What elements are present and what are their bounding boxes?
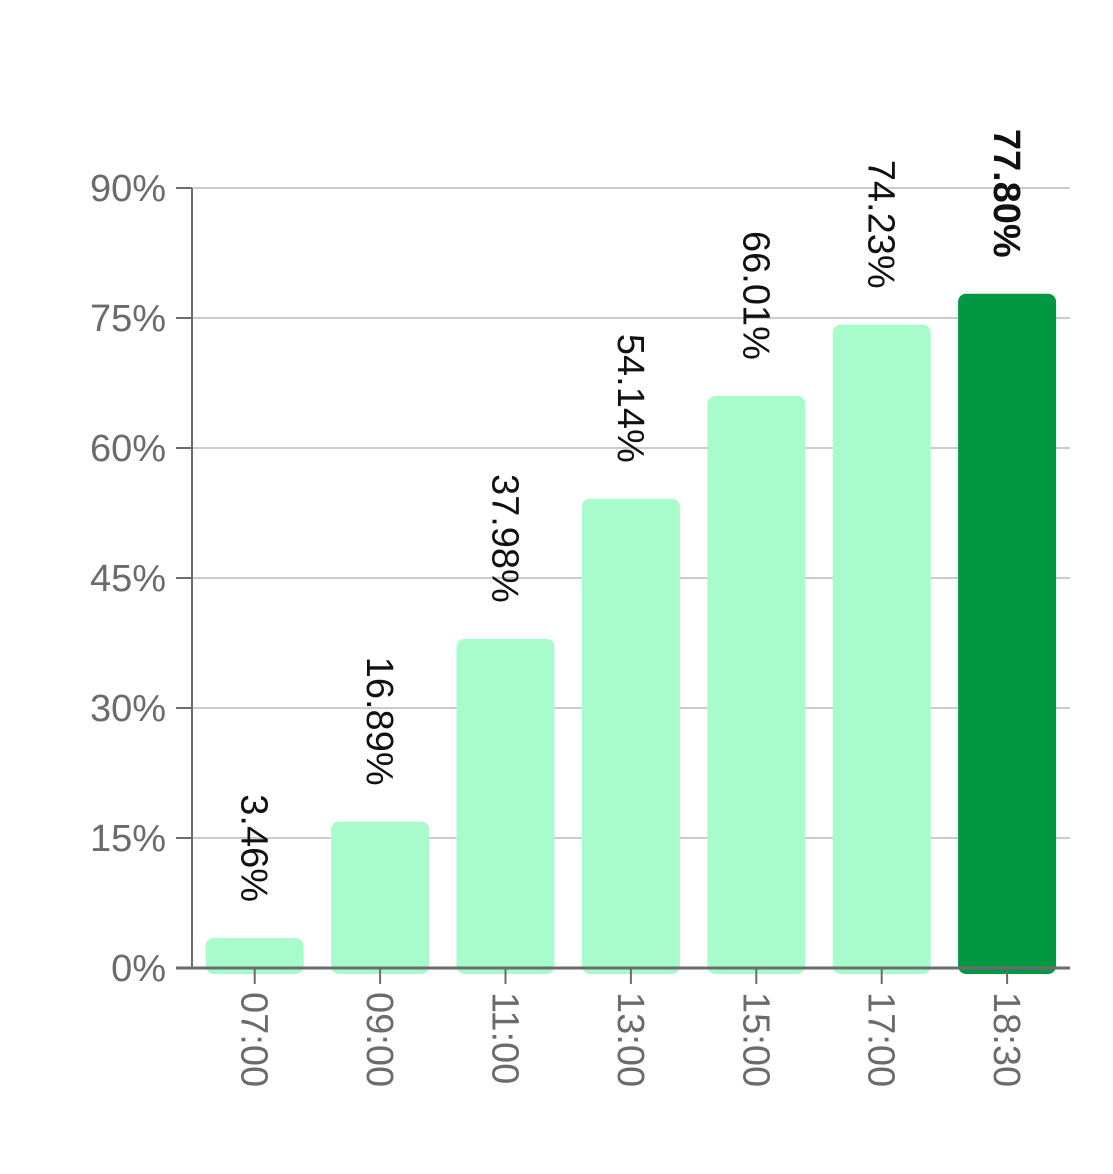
x-tick-label: 18:30 — [985, 992, 1027, 1087]
y-tick-label: 60% — [90, 428, 166, 470]
data-labels: 3.46% 16.89% 37.98% 54.14% 66.01% 74.23% 77.80… — [233, 129, 1027, 902]
x-tick-label: 13:00 — [609, 992, 651, 1087]
data-label-0700: 3.46% — [233, 794, 275, 902]
x-tick-label: 07:00 — [233, 992, 275, 1087]
y-tick-label: 0% — [111, 948, 166, 990]
y-tick-label: 30% — [90, 688, 166, 730]
data-label-1300: 54.14% — [609, 334, 651, 463]
data-label-1500: 66.01% — [734, 231, 776, 360]
x-tick-label: 11:00 — [484, 992, 526, 1084]
bar-1300 — [581, 498, 680, 974]
data-label-1830: 77.80% — [985, 129, 1027, 258]
bar-1100 — [456, 638, 555, 974]
data-label-1700: 74.23% — [860, 160, 902, 289]
x-tick-label: 17:00 — [860, 992, 902, 1087]
x-tick-label: 09:00 — [358, 992, 400, 1087]
x-axis-ticks: 07:00 09:00 11:00 13:00 15:00 17:00 18:30 — [233, 968, 1027, 1087]
bar-1700 — [832, 324, 931, 974]
y-tick-label: 75% — [90, 298, 166, 340]
data-label-0900: 16.89% — [358, 657, 400, 786]
y-axis-ticks: 0% 15% 30% 45% 60% 75% 90% — [90, 168, 192, 990]
y-tick-label: 90% — [90, 168, 166, 210]
x-tick-label: 15:00 — [734, 992, 776, 1087]
bar-0700 — [205, 938, 304, 974]
y-tick-label: 15% — [90, 818, 166, 860]
bars — [205, 293, 1057, 974]
bar-1500 — [707, 395, 806, 974]
data-label-1100: 37.98% — [484, 474, 526, 603]
y-tick-label: 45% — [90, 558, 166, 600]
bar-0900 — [331, 821, 430, 974]
bar-1830 — [958, 293, 1057, 974]
